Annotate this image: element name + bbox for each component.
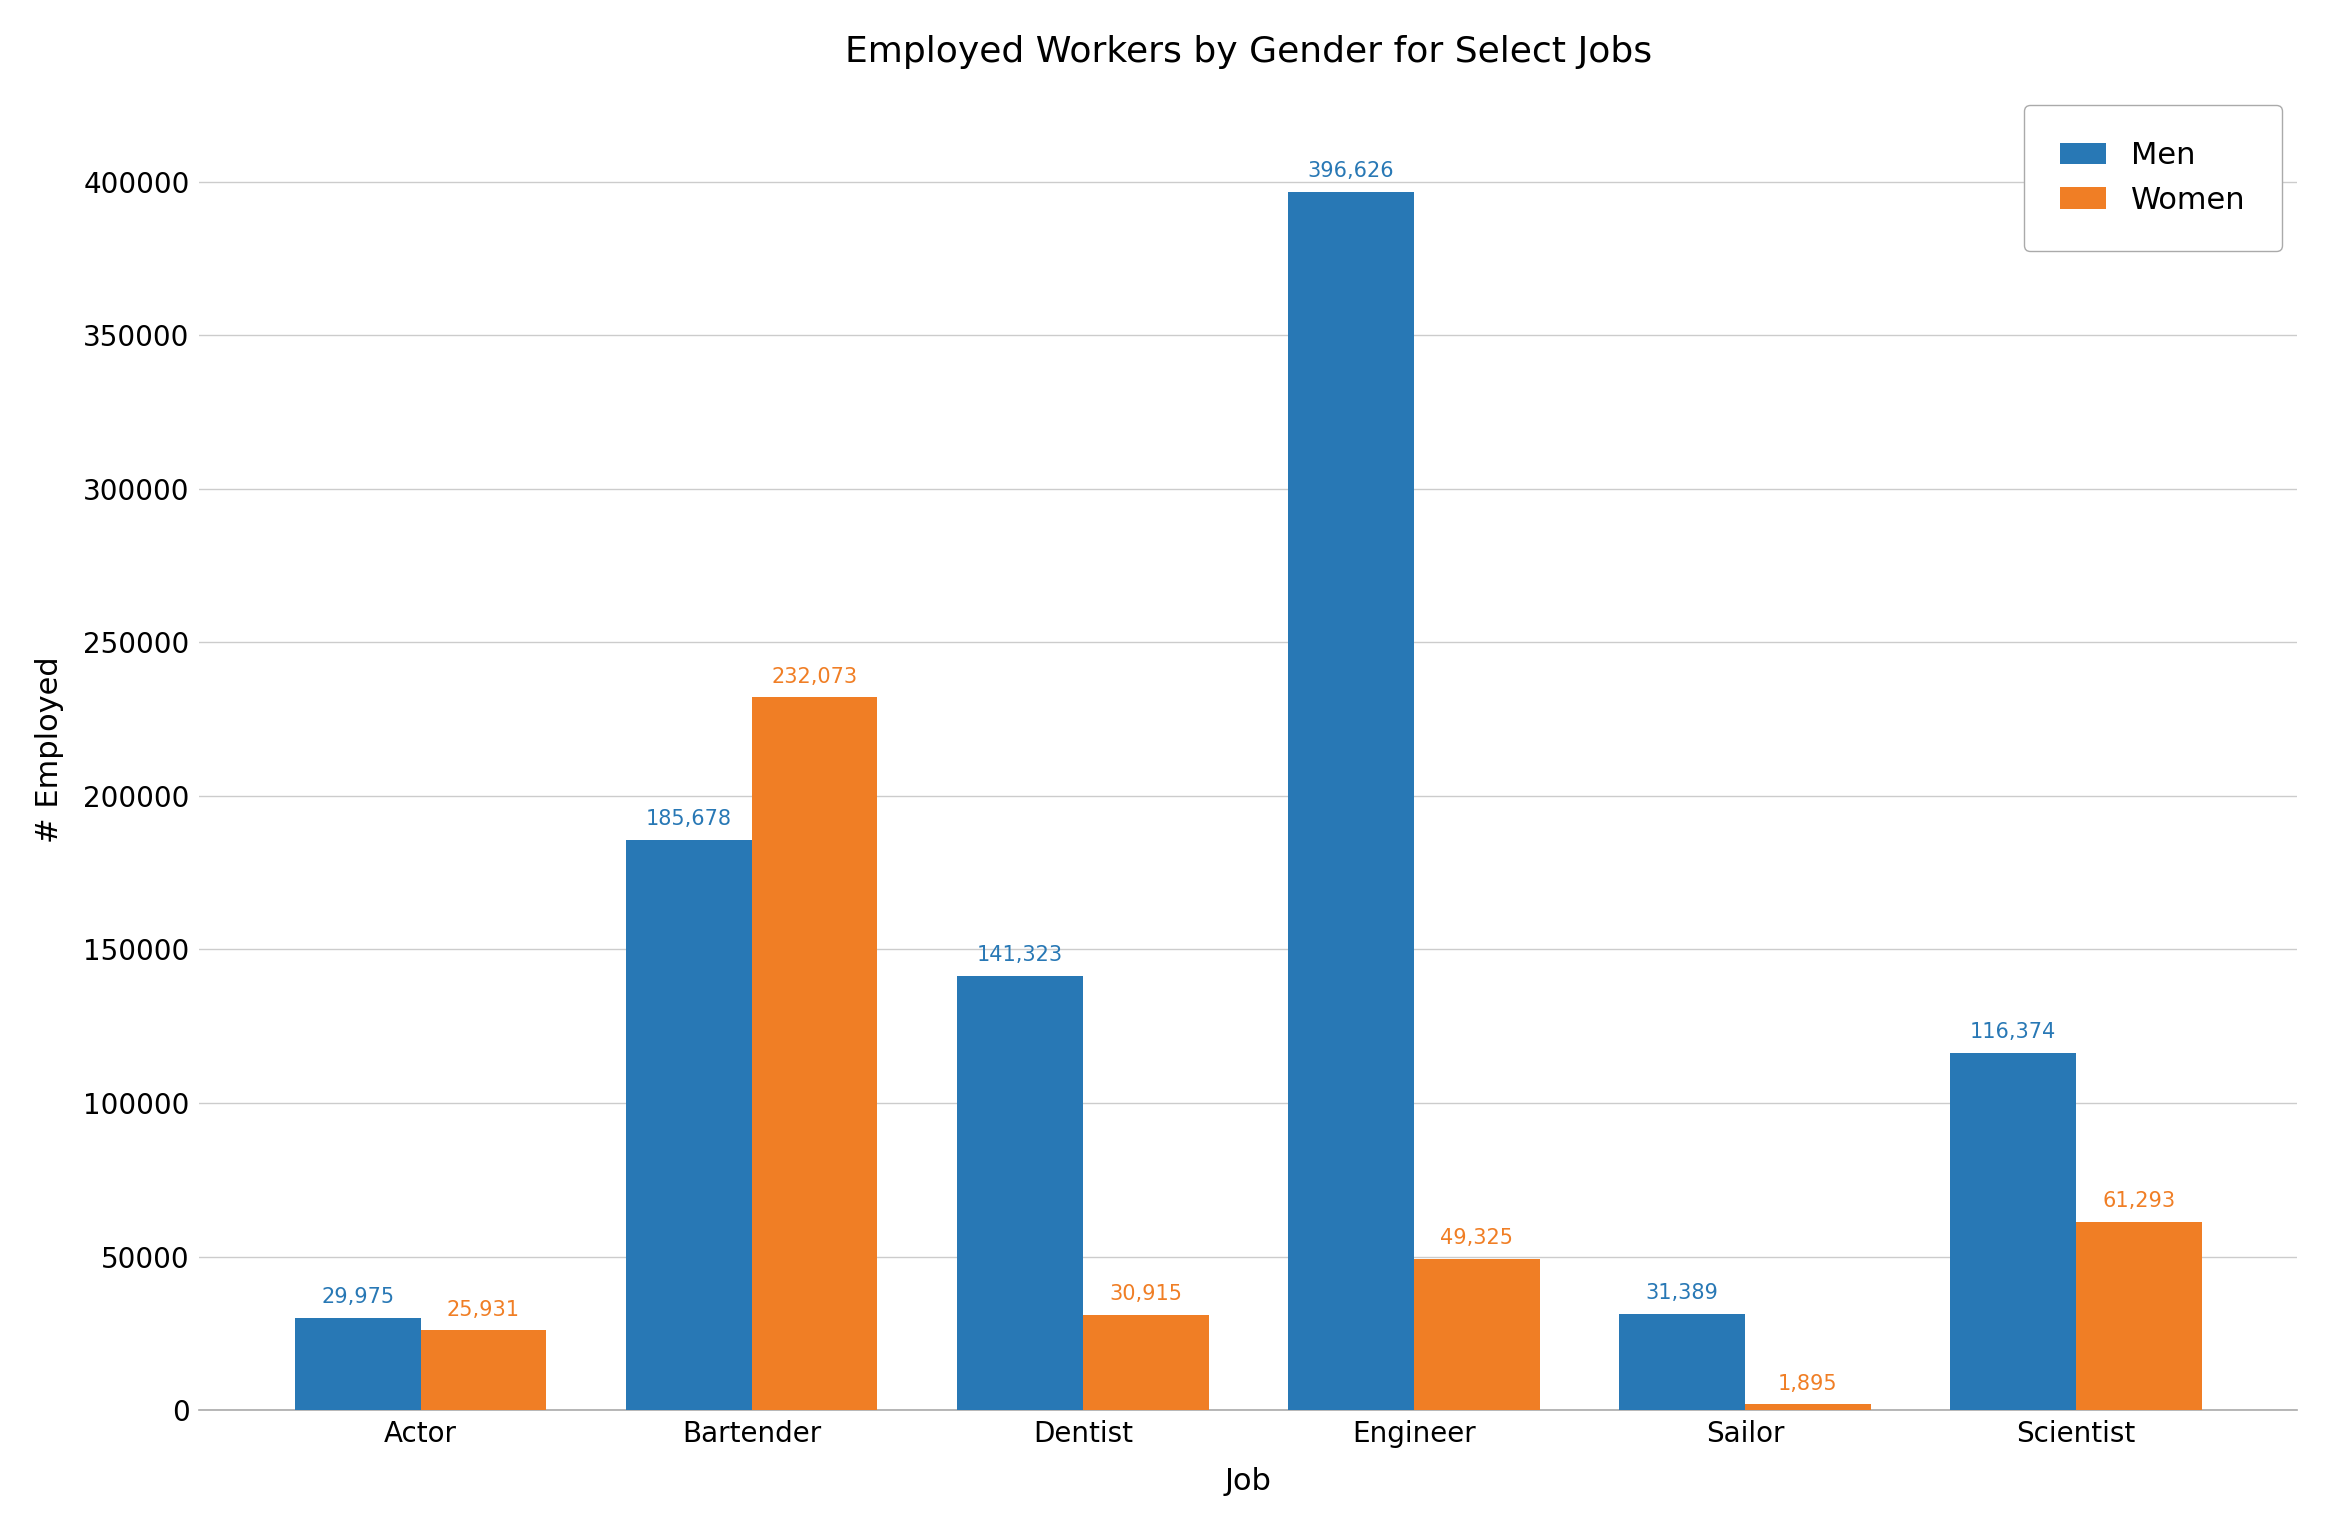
Text: 30,915: 30,915 <box>1110 1285 1182 1304</box>
Text: 116,374: 116,374 <box>1971 1023 2057 1043</box>
Text: 25,931: 25,931 <box>448 1300 520 1320</box>
Bar <box>625 841 751 1410</box>
Bar <box>294 1318 420 1410</box>
Text: 49,325: 49,325 <box>1441 1228 1513 1248</box>
X-axis label: Job: Job <box>1224 1467 1271 1496</box>
Text: 232,073: 232,073 <box>772 666 858 686</box>
Bar <box>1287 191 1413 1410</box>
Bar <box>956 977 1082 1410</box>
Bar <box>1618 1314 1744 1410</box>
Text: 31,389: 31,389 <box>1646 1283 1719 1303</box>
Bar <box>1950 1053 2075 1410</box>
Bar <box>2075 1222 2201 1410</box>
Text: 141,323: 141,323 <box>977 945 1063 966</box>
Bar <box>1744 1404 1870 1410</box>
Legend: Men, Women: Men, Women <box>2024 104 2283 251</box>
Bar <box>1082 1315 1208 1410</box>
Text: 29,975: 29,975 <box>322 1288 394 1307</box>
Text: 396,626: 396,626 <box>1308 161 1395 181</box>
Text: 1,895: 1,895 <box>1777 1373 1838 1393</box>
Text: 185,678: 185,678 <box>646 808 732 830</box>
Bar <box>751 698 877 1410</box>
Bar <box>1413 1258 1539 1410</box>
Bar <box>420 1330 546 1410</box>
Text: 61,293: 61,293 <box>2103 1191 2176 1211</box>
Title: Employed Workers by Gender for Select Jobs: Employed Workers by Gender for Select Jo… <box>844 35 1651 69</box>
Y-axis label: # Employed: # Employed <box>35 657 63 844</box>
